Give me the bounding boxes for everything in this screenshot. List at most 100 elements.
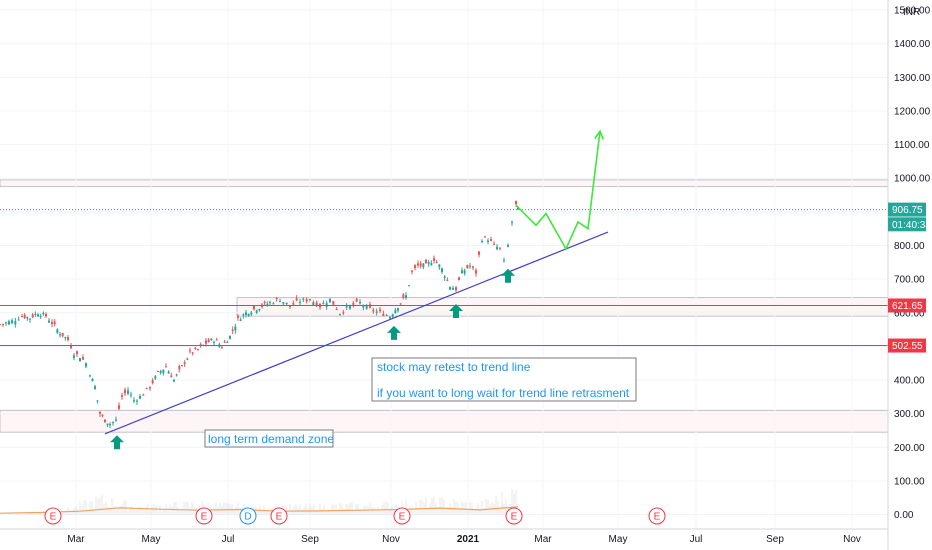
candle-body <box>435 262 438 264</box>
candle-body <box>73 355 75 358</box>
x-tick-label: May <box>609 534 628 545</box>
event-marker[interactable] <box>44 507 62 525</box>
candle-body <box>205 340 207 344</box>
candle-body <box>511 222 513 224</box>
projection-arrow-head <box>594 129 605 140</box>
candle-body <box>118 405 120 409</box>
candle-body <box>121 395 123 397</box>
candle-body <box>515 200 517 205</box>
candle-body <box>484 236 486 238</box>
candle-body <box>493 243 495 245</box>
candle-body <box>170 375 173 378</box>
x-tick-label: Jul <box>690 534 703 545</box>
candle-body <box>21 316 23 318</box>
candle-body <box>133 400 135 402</box>
candle-body <box>279 301 281 303</box>
candle-body <box>425 259 427 264</box>
event-marker[interactable] <box>195 507 213 525</box>
price-zone <box>236 297 889 317</box>
candle-body <box>507 244 509 247</box>
note-text-demand-zone: long term demand zone <box>208 432 334 446</box>
candle-body <box>345 306 348 308</box>
candle-body <box>269 302 271 304</box>
price-tag-label: 502.55 <box>892 341 923 352</box>
candle-body <box>175 374 178 376</box>
y-tick-label: 100.00 <box>894 476 925 487</box>
candle-body <box>422 263 425 268</box>
candle-body <box>391 314 394 317</box>
y-tick-label: 1200.00 <box>894 106 931 117</box>
candle-body <box>452 288 454 290</box>
candle-body <box>223 341 226 343</box>
event-marker-label: E <box>201 512 208 523</box>
y-tick-label: 400.00 <box>894 376 925 387</box>
x-tick-label: 2021 <box>457 534 480 545</box>
candle-body <box>266 303 269 306</box>
candle-body <box>94 386 96 390</box>
candle-body <box>167 371 170 374</box>
event-marker-label: E <box>50 512 57 523</box>
y-tick-label: 600.00 <box>894 308 925 319</box>
candle-body <box>0 324 1 326</box>
candle-body <box>461 270 463 274</box>
event-marker[interactable] <box>393 507 411 525</box>
candle-body <box>96 400 99 402</box>
currency-label: INR <box>903 7 920 18</box>
candle-body <box>385 315 388 317</box>
candle-body <box>159 371 162 373</box>
candle-body <box>91 378 94 382</box>
event-marker[interactable] <box>270 507 288 525</box>
note-text-1: stock may retest to trend line <box>377 360 531 374</box>
candle-body <box>312 302 315 306</box>
candle-body <box>51 321 53 324</box>
x-tick-label: May <box>142 534 161 545</box>
candle-body <box>149 387 151 389</box>
candle-body <box>145 387 148 389</box>
candle-body <box>408 285 410 287</box>
candle-body <box>372 309 375 312</box>
up-arrow-icon <box>501 268 515 283</box>
candle-body <box>329 298 331 303</box>
candle-body <box>142 394 145 396</box>
candle-body <box>157 370 159 372</box>
note-text-2: if you want to long wait for trend line … <box>377 386 630 400</box>
candle-body <box>382 313 385 317</box>
candle-body <box>79 358 81 362</box>
candle-body <box>130 394 132 396</box>
candle-body <box>2 323 4 325</box>
candle-body <box>475 270 477 274</box>
candle-body <box>165 366 167 368</box>
candle-body <box>23 314 26 319</box>
candle-body <box>352 302 355 305</box>
candle-body <box>275 297 278 300</box>
candle-body <box>503 260 505 262</box>
x-tick-label: Jul <box>222 534 235 545</box>
candle-body <box>419 263 422 267</box>
candle-body <box>26 317 29 319</box>
candle-body <box>112 421 114 423</box>
candle-body <box>455 287 457 291</box>
candle-body <box>37 314 39 317</box>
candle-body <box>487 240 489 242</box>
x-tick-label: Nov <box>843 534 861 545</box>
event-marker[interactable] <box>505 507 523 525</box>
candle-body <box>48 320 50 323</box>
candle-body <box>237 315 239 318</box>
candle-body <box>389 316 391 319</box>
candle-body <box>458 277 460 281</box>
candle-body <box>99 412 101 414</box>
candle-body <box>295 298 298 301</box>
candle-body <box>417 263 419 266</box>
event-marker[interactable] <box>239 507 257 525</box>
x-tick-label: Mar <box>67 534 85 545</box>
projection-path <box>515 131 601 251</box>
candle-body <box>29 318 31 320</box>
note-box <box>371 357 637 402</box>
x-tick-label: Mar <box>534 534 552 545</box>
candle-body <box>285 302 288 305</box>
candle-body <box>449 286 451 290</box>
candle-body <box>472 266 474 268</box>
event-marker[interactable] <box>648 507 666 525</box>
y-tick-label: 700.00 <box>894 275 925 286</box>
